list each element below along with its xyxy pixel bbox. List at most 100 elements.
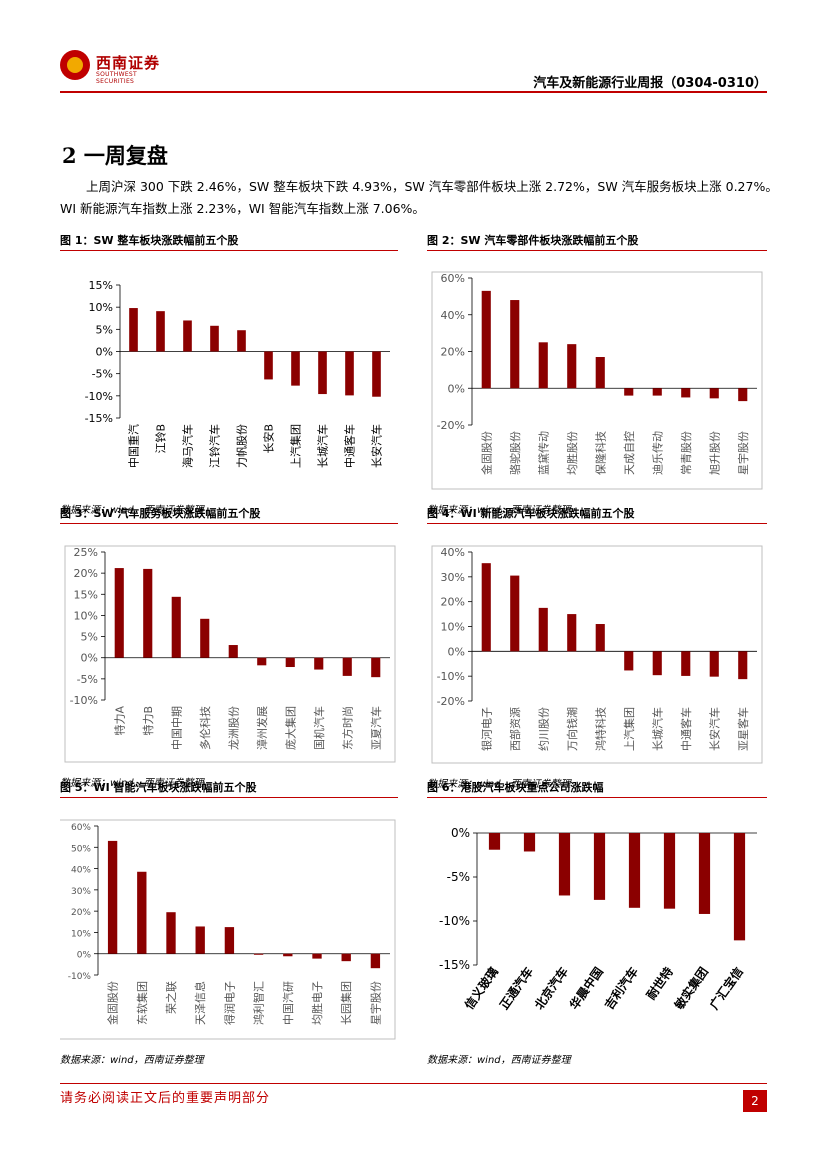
- bar: [510, 575, 520, 652]
- bar: [593, 833, 606, 900]
- x-category-label: 天泽信息: [193, 981, 207, 1025]
- header-divider: [60, 91, 767, 93]
- y-tick-label: -15%: [439, 958, 470, 972]
- y-tick-label: -20%: [437, 695, 465, 708]
- x-category-label: 荣之联: [164, 981, 178, 1014]
- x-category-label: 星宇股份: [369, 981, 382, 1025]
- bar: [166, 912, 176, 954]
- bar: [567, 614, 577, 652]
- bar-chart: 60% 50% 40% 30% 20% 10% 0% -10% 金固股份 东软集团 荣之联 天泽信息 得…: [60, 819, 396, 1040]
- bar: [624, 388, 634, 396]
- bar: [370, 953, 381, 969]
- bar: [253, 953, 264, 955]
- bar: [342, 657, 352, 676]
- bar: [738, 388, 748, 402]
- x-category-label: 江铃汽车: [208, 424, 222, 468]
- y-tick-label: 0%: [448, 382, 465, 395]
- bar: [156, 311, 165, 352]
- figure-title-underline: [60, 797, 398, 798]
- y-tick-label: 15%: [74, 588, 98, 601]
- x-category-label: 北京汽车: [531, 964, 571, 1012]
- y-tick-label: -10%: [70, 694, 98, 707]
- bar: [628, 833, 641, 908]
- figure-title-underline: [60, 523, 398, 524]
- figure-1: 图 1：SW 整车板块涨跌幅前五个股 15% 10% 5% 0% -5% -10% -15% 中…: [60, 232, 398, 516]
- y-tick-label: 30%: [441, 571, 465, 584]
- logo-en: SOUTHWEST SECURITIES: [96, 71, 137, 85]
- bar: [698, 833, 711, 914]
- bar: [371, 657, 381, 678]
- bar-chart: 15% 10% 5% 0% -5% -10% -15% 中国重汽 江铃B 海马汽车 江铃汽车 力帆股份…: [85, 279, 390, 468]
- bar: [264, 351, 273, 380]
- bar: [595, 624, 605, 652]
- bar: [107, 840, 118, 954]
- bar: [224, 927, 235, 954]
- logo-emblem-icon: [60, 50, 90, 80]
- y-tick-label: 30%: [71, 887, 91, 897]
- figure-title: 图 4：WI 新能源汽车板块涨跌幅前五个股: [427, 507, 635, 520]
- bar: [567, 344, 577, 389]
- x-category-label: 得润电子: [222, 981, 236, 1025]
- figure-source: 数据来源：wind，西南证券整理: [427, 505, 571, 516]
- bar: [709, 651, 719, 677]
- x-category-label: 金固股份: [106, 981, 120, 1025]
- bar: [183, 320, 192, 352]
- y-tick-label: 40%: [71, 866, 91, 876]
- figure-5: 图 5：WI 智能汽车板块涨跌幅前五个股 60% 50% 40% 30% 20% 10% 0%…: [60, 779, 398, 1066]
- figure-title: 图 5：WI 智能汽车板块涨跌幅前五个股: [60, 781, 257, 794]
- bar: [372, 351, 381, 397]
- x-category-label: 长园集团: [339, 981, 353, 1025]
- bar: [558, 833, 571, 896]
- y-tick-label: 5%: [96, 323, 113, 336]
- x-category-label: 中国中期: [170, 706, 183, 750]
- bar: [523, 833, 536, 852]
- y-tick-label: 20%: [441, 346, 465, 359]
- y-tick-label: -10%: [85, 390, 113, 403]
- figure-source: 数据来源：wind，西南证券整理: [427, 1055, 571, 1066]
- bar: [681, 388, 691, 398]
- x-category-label: 星宇股份: [737, 431, 750, 475]
- x-category-label: 漳州发展: [255, 706, 269, 750]
- x-category-label: 骆驼股份: [508, 431, 522, 475]
- summary-paragraph: 上周沪深 300 下跌 2.46%，SW 整车板块下跌 4.93%，SW 汽车零…: [60, 179, 778, 216]
- bar: [285, 657, 295, 668]
- bar: [538, 607, 548, 652]
- footer-divider: [60, 1083, 767, 1084]
- x-category-label: 长城汽车: [650, 707, 664, 751]
- y-tick-label: 20%: [74, 567, 98, 580]
- report-title: 汽车及新能源行业周报（0304-0310）: [533, 76, 767, 91]
- bar: [291, 351, 300, 386]
- y-tick-label: 0%: [448, 645, 465, 658]
- figure-source: 数据来源：wind，西南证券整理: [60, 1055, 204, 1066]
- page-number: 2: [743, 1090, 767, 1112]
- bar: [171, 596, 181, 658]
- x-category-label: 长安汽车: [370, 424, 384, 468]
- y-tick-label: 60%: [71, 823, 91, 833]
- y-tick-label: 40%: [441, 546, 465, 559]
- figure-source: 数据来源：wind，西南证券整理: [60, 505, 204, 516]
- y-tick-label: -10%: [439, 914, 470, 928]
- x-category-label: 中国汽研: [281, 981, 295, 1025]
- figure-title-underline: [427, 797, 767, 798]
- bar: [738, 651, 748, 680]
- x-category-label: 江铃B: [154, 424, 168, 454]
- x-category-label: 庞大集团: [283, 706, 297, 750]
- bar: [341, 953, 351, 962]
- x-category-label: 保隆科技: [593, 431, 607, 475]
- x-category-label: 均胜电子: [310, 981, 324, 1025]
- x-category-label: 华晨中国: [566, 964, 606, 1012]
- x-category-label: 银河电子: [479, 707, 493, 751]
- x-category-label: 西部资源: [508, 707, 522, 751]
- company-logo: 西南证券 SOUTHWEST SECURITIES: [60, 48, 170, 85]
- bar: [663, 833, 676, 909]
- y-tick-label: 10%: [441, 621, 465, 634]
- x-category-label: 约川股份: [537, 707, 550, 751]
- bar: [709, 388, 719, 399]
- chart-border: [60, 819, 396, 1040]
- x-category-label: 耐世特: [643, 964, 676, 1002]
- bar: [595, 357, 605, 389]
- figure-title-underline: [427, 523, 767, 524]
- section-title: 2 一周复盘: [62, 143, 168, 168]
- figure-source: 数据来源：wind，西南证券整理: [427, 779, 571, 790]
